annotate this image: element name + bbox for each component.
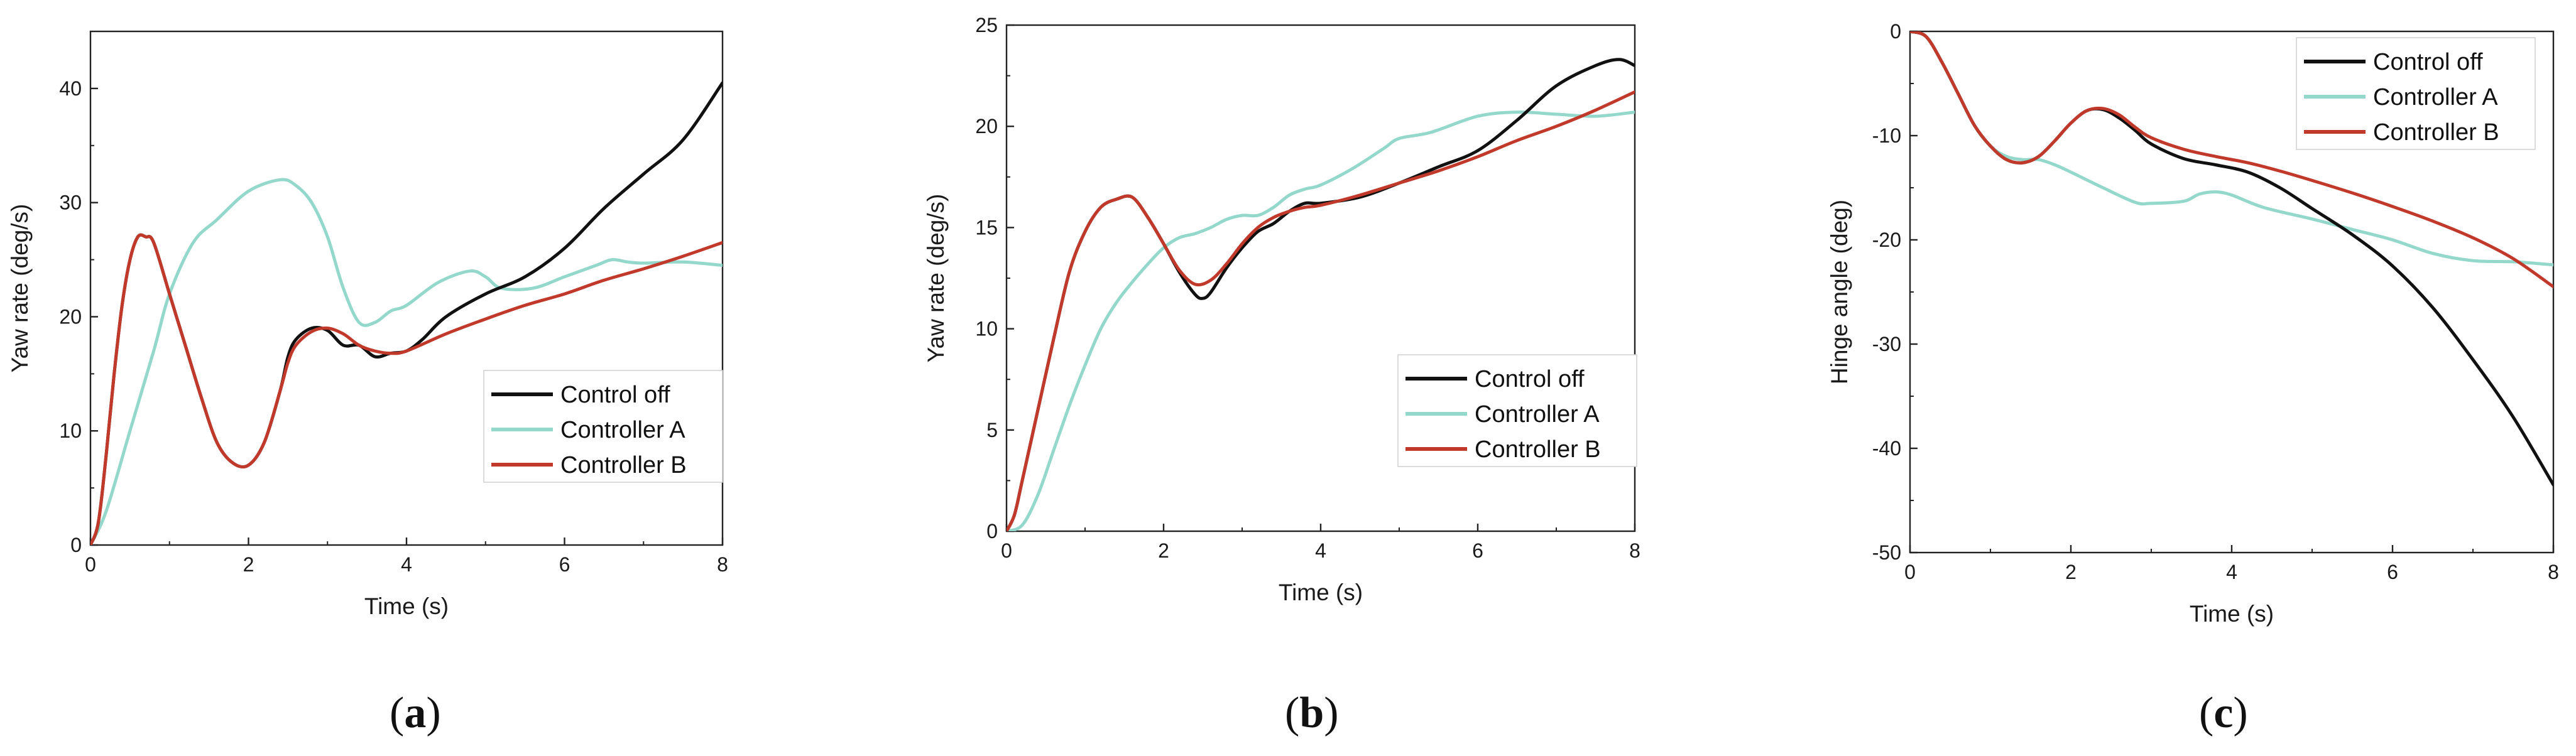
x-tick-label-b: 2 xyxy=(1158,539,1169,562)
panel-label-b: (b) xyxy=(1285,689,1339,737)
legend-label-controller-b-c: Controller B xyxy=(2373,119,2499,146)
x-tick-label-a: 4 xyxy=(401,553,412,576)
y-axis-title-c: Hinge angle (deg) xyxy=(1826,200,1852,384)
x-tick-label-c: 4 xyxy=(2226,561,2237,583)
chart-panel-b: 0 2 4 6 8 0 5 10 15 20 25 Time (s) Yaw rate (deg/s) C… xyxy=(923,14,1640,737)
y-tick-label-a: 10 xyxy=(59,419,82,442)
series-group-b xyxy=(1007,58,1635,531)
legend-label-control-off-a: Control off xyxy=(560,382,670,408)
x-tick-label-c: 8 xyxy=(2548,561,2559,583)
y-tick-label-c: -40 xyxy=(1872,437,1901,460)
panel-label-a: (a) xyxy=(390,689,441,737)
legend-c: Control off Controller A Controller B xyxy=(2296,37,2536,150)
series-line-controller-b-b xyxy=(1007,90,1635,531)
y-tick-label-c: -10 xyxy=(1872,124,1901,147)
x-axis-title-b: Time (s) xyxy=(1279,580,1363,605)
y-tick-label-a: 20 xyxy=(59,305,82,328)
series-group-c xyxy=(1910,31,2553,487)
y-tick-label-c: -20 xyxy=(1872,229,1901,251)
y-tick-label-c: 0 xyxy=(1890,20,1901,43)
y-tick-label-c: -30 xyxy=(1872,333,1901,355)
y-tick-label-a: 0 xyxy=(70,534,82,556)
series-line-controller-b-a xyxy=(90,233,723,545)
y-tick-label-b: 20 xyxy=(975,115,998,138)
x-tick-label-a: 0 xyxy=(85,553,96,576)
x-tick-label-b: 4 xyxy=(1315,539,1326,562)
legend-label-controller-b-b: Controller B xyxy=(1475,436,1601,463)
x-tick-label-c: 0 xyxy=(1904,561,1916,583)
y-tick-label-c: -50 xyxy=(1872,541,1901,564)
x-tick-label-b: 8 xyxy=(1629,539,1640,562)
y-tick-label-b: 10 xyxy=(975,318,998,340)
x-tick-label-a: 6 xyxy=(559,553,570,576)
y-tick-label-b: 15 xyxy=(975,216,998,239)
y-tick-label-a: 40 xyxy=(59,77,82,100)
x-tick-label-c: 2 xyxy=(2065,561,2077,583)
y-axis-title-a: Yaw rate (deg/s) xyxy=(7,204,33,373)
legend-label-controller-a-b: Controller A xyxy=(1475,401,1600,428)
legend-label-controller-a-a: Controller A xyxy=(560,417,685,443)
y-tick-label-b: 25 xyxy=(975,14,998,36)
panel-label-c: (c) xyxy=(2199,689,2248,737)
x-tick-label-a: 8 xyxy=(717,553,728,576)
x-tick-label-a: 2 xyxy=(243,553,254,576)
series-line-controller-a-a xyxy=(90,178,723,545)
legend-a: Control off Controller A Controller B xyxy=(483,370,723,483)
x-axis-title-a: Time (s) xyxy=(364,593,449,619)
x-axis-title-c: Time (s) xyxy=(2190,601,2274,627)
x-tick-label-b: 6 xyxy=(1472,539,1483,562)
legend-label-control-off-b: Control off xyxy=(1475,366,1585,392)
y-tick-label-b: 5 xyxy=(986,419,998,441)
legend-label-controller-a-c: Controller A xyxy=(2373,84,2498,111)
series-group-a xyxy=(90,81,723,545)
legend-label-controller-b-a: Controller B xyxy=(560,452,687,478)
series-line-controller-b-c xyxy=(1910,31,2553,289)
y-tick-label-a: 30 xyxy=(59,192,82,214)
legend-label-control-off-c: Control off xyxy=(2373,49,2483,75)
y-axis-title-b: Yaw rate (deg/s) xyxy=(923,194,949,363)
legend-b: Control off Controller A Controller B xyxy=(1397,354,1637,467)
chart-panel-c: 0 2 4 6 8 0 -10 -20 -30 -40 -50 Time (s) Hinge angle… xyxy=(1826,20,2559,737)
chart-panel-a: 0 2 4 6 8 0 10 20 30 40 Time (s) Yaw rate (deg/s) Co… xyxy=(7,30,728,737)
x-tick-label-c: 6 xyxy=(2387,561,2398,583)
x-tick-label-b: 0 xyxy=(1001,539,1012,562)
series-line-controller-a-b xyxy=(1007,111,1635,531)
y-tick-label-b: 0 xyxy=(986,520,998,543)
